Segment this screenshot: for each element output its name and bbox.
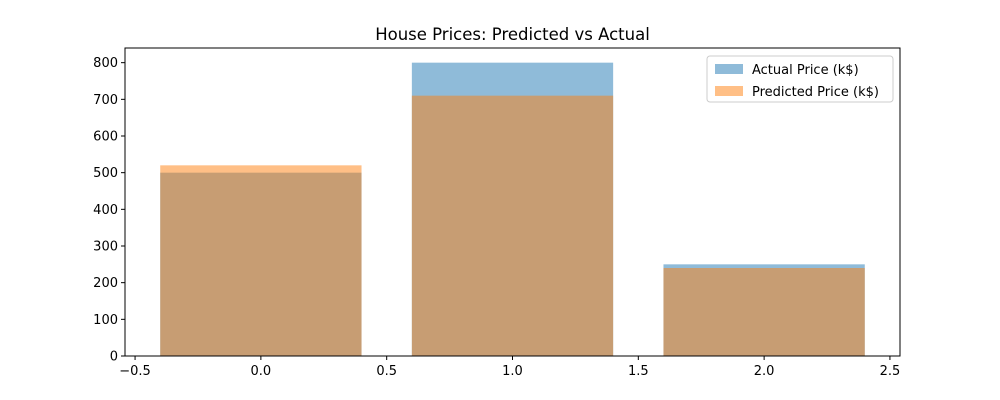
y-tick-label: 300 — [93, 240, 118, 255]
legend: Actual Price (k$) Predicted Price (k$) — [706, 55, 894, 103]
x-tick-label: 1.0 — [502, 364, 523, 379]
y-tick-label: 700 — [93, 93, 118, 108]
x-tick-label: 2.0 — [754, 364, 775, 379]
x-tick-label: 1.5 — [628, 364, 649, 379]
legend-swatch-2 — [715, 86, 743, 96]
y-tick-label: 400 — [93, 203, 118, 218]
bar-series2-x2 — [663, 268, 865, 356]
y-tick-label: 100 — [93, 313, 118, 328]
bars-layer — [160, 62, 865, 357]
y-tick-label: 600 — [93, 130, 118, 145]
y-tick-label: 500 — [93, 166, 118, 181]
y-tick-label: 200 — [93, 276, 118, 291]
x-tick-label: 0.0 — [251, 364, 272, 379]
x-tick-label: 2.5 — [880, 364, 901, 379]
legend-swatch-1 — [715, 64, 743, 74]
y-axis: 0 100 200 300 400 500 600 700 800 — [93, 56, 125, 365]
chart-title: House Prices: Predicted vs Actual — [375, 25, 650, 44]
legend-label-2: Predicted Price (k$) — [752, 85, 879, 100]
x-axis: −0.5 0.0 0.5 1.0 1.5 2.0 2.5 — [119, 356, 900, 379]
x-tick-label: −0.5 — [119, 364, 151, 379]
bar-series2-x0 — [160, 165, 362, 356]
x-tick-label: 0.5 — [376, 364, 397, 379]
bar-series2-x1 — [411, 95, 614, 357]
y-tick-label: 0 — [110, 350, 118, 365]
y-tick-label: 800 — [93, 56, 118, 71]
legend-box — [706, 55, 894, 103]
legend-label-1: Actual Price (k$) — [752, 63, 859, 78]
